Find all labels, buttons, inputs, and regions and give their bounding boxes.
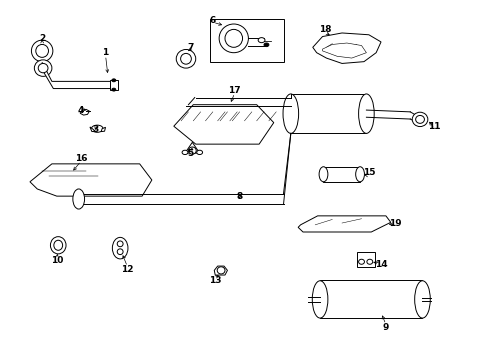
Text: 18: 18 xyxy=(318,25,330,34)
Ellipse shape xyxy=(319,167,327,182)
Polygon shape xyxy=(101,127,105,132)
Text: 4: 4 xyxy=(78,105,84,114)
Ellipse shape xyxy=(182,150,187,154)
Text: 12: 12 xyxy=(121,265,133,274)
Ellipse shape xyxy=(196,150,202,154)
Text: 9: 9 xyxy=(382,323,388,332)
Ellipse shape xyxy=(50,237,66,254)
Text: 10: 10 xyxy=(50,256,63,265)
Text: 17: 17 xyxy=(228,86,241,95)
Ellipse shape xyxy=(91,125,103,132)
Ellipse shape xyxy=(188,147,196,154)
Text: 16: 16 xyxy=(75,154,87,163)
Ellipse shape xyxy=(414,281,429,318)
Ellipse shape xyxy=(34,60,52,76)
Ellipse shape xyxy=(73,189,84,209)
Polygon shape xyxy=(322,43,366,58)
Ellipse shape xyxy=(36,44,48,57)
Ellipse shape xyxy=(180,53,191,64)
Ellipse shape xyxy=(366,259,372,264)
Ellipse shape xyxy=(112,237,128,259)
Polygon shape xyxy=(312,33,380,63)
Ellipse shape xyxy=(283,94,298,134)
Polygon shape xyxy=(110,80,118,90)
Bar xyxy=(320,280,422,318)
Ellipse shape xyxy=(411,112,427,127)
Bar xyxy=(290,94,366,134)
Ellipse shape xyxy=(54,240,62,250)
Text: 11: 11 xyxy=(427,122,440,131)
Ellipse shape xyxy=(112,79,116,82)
Ellipse shape xyxy=(258,38,264,42)
Bar xyxy=(356,252,374,267)
Text: 8: 8 xyxy=(236,192,242,201)
Ellipse shape xyxy=(358,259,364,264)
Text: 7: 7 xyxy=(187,43,194,52)
Ellipse shape xyxy=(355,167,364,182)
Bar xyxy=(210,19,283,62)
Ellipse shape xyxy=(415,116,424,123)
Ellipse shape xyxy=(264,43,268,46)
Text: 15: 15 xyxy=(362,168,374,177)
Ellipse shape xyxy=(217,267,224,274)
Ellipse shape xyxy=(176,49,195,68)
Polygon shape xyxy=(184,142,199,153)
Ellipse shape xyxy=(112,88,116,91)
Polygon shape xyxy=(298,216,390,232)
Polygon shape xyxy=(90,127,95,132)
Polygon shape xyxy=(214,266,227,275)
Ellipse shape xyxy=(224,30,242,47)
Ellipse shape xyxy=(219,24,248,53)
Text: 2: 2 xyxy=(39,34,45,43)
Polygon shape xyxy=(80,109,89,115)
Text: 5: 5 xyxy=(187,149,194,158)
Polygon shape xyxy=(173,105,273,144)
Ellipse shape xyxy=(117,241,123,247)
Text: 6: 6 xyxy=(209,16,216,25)
Text: 19: 19 xyxy=(388,219,401,228)
Ellipse shape xyxy=(358,94,373,134)
Text: 3: 3 xyxy=(92,125,99,134)
Polygon shape xyxy=(42,62,113,89)
Ellipse shape xyxy=(31,40,53,62)
Ellipse shape xyxy=(38,63,48,73)
Ellipse shape xyxy=(117,249,123,255)
Text: 1: 1 xyxy=(102,48,108,57)
Bar xyxy=(323,167,359,182)
Text: 13: 13 xyxy=(208,276,221,285)
Text: 14: 14 xyxy=(374,260,386,269)
Ellipse shape xyxy=(312,281,327,318)
Polygon shape xyxy=(30,164,152,196)
